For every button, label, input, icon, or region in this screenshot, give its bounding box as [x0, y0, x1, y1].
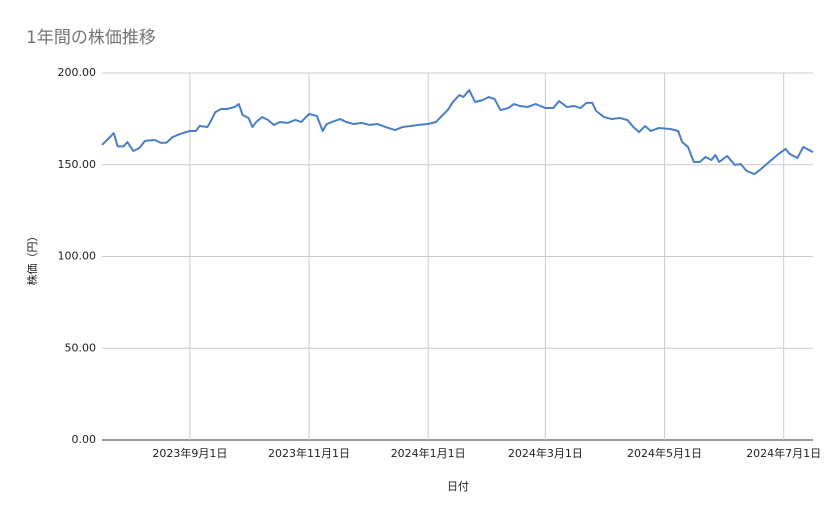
price-line [101, 89, 814, 176]
chart-title: 1年間の株価推移 [26, 28, 156, 48]
x-tick-label: 2024年3月1日 [508, 446, 583, 460]
x-tick-label: 2023年11月1日 [268, 446, 350, 460]
y-tick-label: 100.00 [58, 250, 97, 263]
y-tick-label: 50.00 [65, 341, 97, 354]
x-tick-label: 2023年9月1日 [152, 446, 227, 460]
x-tick-label: 2024年7月1日 [746, 446, 821, 460]
y-tick-label: 200.00 [58, 66, 97, 79]
y-axis-label: 株価（円） [25, 231, 39, 286]
x-axis-label: 日付 [447, 480, 469, 493]
y-tick-label: 150.00 [58, 158, 97, 171]
x-tick-label: 2024年1月1日 [391, 446, 466, 460]
x-tick-label: 2024年5月1日 [627, 446, 702, 460]
y-tick-label: 0.00 [72, 433, 97, 446]
